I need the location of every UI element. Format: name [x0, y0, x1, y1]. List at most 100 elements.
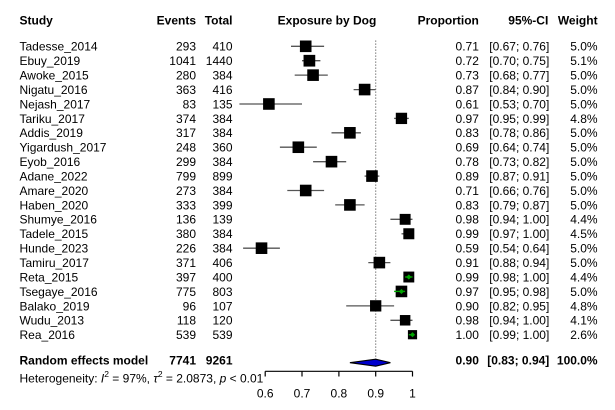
- svg-text:Tsegaye_2016: Tsegaye_2016: [20, 285, 98, 299]
- svg-text:[0.98; 1.00]: [0.98; 1.00]: [489, 270, 549, 284]
- svg-text:5.0%: 5.0%: [570, 97, 598, 111]
- svg-text:Eyob_2016: Eyob_2016: [20, 155, 81, 169]
- svg-text:0.71: 0.71: [456, 40, 480, 54]
- svg-text:0.83: 0.83: [456, 198, 480, 212]
- svg-text:5.0%: 5.0%: [570, 184, 598, 198]
- svg-text:0.97: 0.97: [456, 112, 480, 126]
- svg-text:799: 799: [176, 170, 196, 184]
- svg-text:0.90: 0.90: [456, 354, 480, 368]
- svg-text:416: 416: [212, 83, 232, 97]
- svg-text:0.61: 0.61: [456, 97, 480, 111]
- svg-text:Addis_2019: Addis_2019: [20, 126, 84, 140]
- svg-text:4.5%: 4.5%: [570, 227, 598, 241]
- svg-text:4.8%: 4.8%: [570, 299, 598, 313]
- svg-text:0.99: 0.99: [456, 227, 480, 241]
- svg-text:371: 371: [176, 256, 196, 270]
- svg-text:[0.67; 0.76]: [0.67; 0.76]: [489, 40, 549, 54]
- svg-text:248: 248: [176, 141, 196, 155]
- svg-text:Events: Events: [157, 14, 197, 28]
- svg-text:5.0%: 5.0%: [570, 155, 598, 169]
- svg-text:9261: 9261: [206, 354, 233, 368]
- svg-text:400: 400: [212, 270, 232, 284]
- svg-text:Heterogeneity: I2 = 97%, τ2 =: Heterogeneity: I2 = 97%, τ2 = 2.0873, p …: [20, 369, 264, 386]
- svg-text:[0.78; 0.86]: [0.78; 0.86]: [489, 126, 549, 140]
- svg-text:4.8%: 4.8%: [570, 112, 598, 126]
- svg-text:5.0%: 5.0%: [570, 256, 598, 270]
- svg-text:384: 384: [212, 184, 232, 198]
- svg-text:0.89: 0.89: [456, 170, 480, 184]
- svg-text:0.9: 0.9: [367, 387, 384, 401]
- svg-text:226: 226: [176, 242, 196, 256]
- svg-text:4.1%: 4.1%: [570, 314, 598, 328]
- svg-text:Awoke_2015: Awoke_2015: [20, 69, 89, 83]
- svg-text:[0.84; 0.90]: [0.84; 0.90]: [489, 83, 549, 97]
- svg-text:100.0%: 100.0%: [557, 354, 598, 368]
- svg-text:Balako_2019: Balako_2019: [20, 299, 90, 313]
- svg-text:Shumye_2016: Shumye_2016: [20, 213, 98, 227]
- svg-text:[0.73; 0.82]: [0.73; 0.82]: [489, 155, 549, 169]
- svg-text:95%-CI: 95%-CI: [508, 14, 548, 28]
- svg-text:Tadele_2015: Tadele_2015: [20, 227, 89, 241]
- svg-text:5.0%: 5.0%: [570, 198, 598, 212]
- svg-text:0.91: 0.91: [456, 256, 480, 270]
- svg-text:135: 135: [212, 97, 232, 111]
- svg-text:0.72: 0.72: [456, 54, 480, 68]
- svg-text:1041: 1041: [169, 54, 196, 68]
- svg-text:317: 317: [176, 126, 196, 140]
- svg-text:[0.54; 0.64]: [0.54; 0.64]: [489, 242, 549, 256]
- svg-text:803: 803: [212, 285, 232, 299]
- svg-text:Tariku_2017: Tariku_2017: [20, 112, 86, 126]
- svg-text:293: 293: [176, 40, 196, 54]
- svg-text:0.7: 0.7: [294, 387, 311, 401]
- svg-text:360: 360: [212, 141, 232, 155]
- svg-text:118: 118: [177, 314, 196, 328]
- svg-text:539: 539: [212, 328, 232, 342]
- svg-text:107: 107: [212, 299, 232, 313]
- svg-text:5.0%: 5.0%: [570, 40, 598, 54]
- svg-text:Nigatu_2016: Nigatu_2016: [20, 83, 88, 97]
- svg-text:374: 374: [176, 112, 196, 126]
- svg-text:1: 1: [409, 387, 416, 401]
- svg-text:539: 539: [176, 328, 196, 342]
- svg-text:397: 397: [176, 270, 196, 284]
- svg-text:5.0%: 5.0%: [570, 285, 598, 299]
- svg-text:299: 299: [176, 155, 196, 169]
- svg-text:Hunde_2023: Hunde_2023: [20, 242, 89, 256]
- svg-text:[0.66; 0.76]: [0.66; 0.76]: [489, 184, 549, 198]
- svg-text:Random effects model: Random effects model: [20, 354, 149, 368]
- svg-text:Study: Study: [20, 14, 54, 28]
- svg-text:[0.94; 1.00]: [0.94; 1.00]: [489, 314, 549, 328]
- svg-text:96: 96: [183, 299, 197, 313]
- svg-text:Weight: Weight: [558, 14, 598, 28]
- svg-text:0.69: 0.69: [456, 141, 480, 155]
- svg-text:5.0%: 5.0%: [570, 83, 598, 97]
- svg-text:273: 273: [176, 184, 196, 198]
- svg-text:0.6: 0.6: [257, 387, 274, 401]
- svg-text:399: 399: [212, 198, 232, 212]
- svg-text:120: 120: [212, 314, 232, 328]
- svg-text:384: 384: [212, 126, 232, 140]
- svg-text:4.4%: 4.4%: [570, 270, 598, 284]
- svg-text:[0.70; 0.75]: [0.70; 0.75]: [489, 54, 549, 68]
- svg-text:Nejash_2017: Nejash_2017: [20, 97, 91, 111]
- svg-text:5.0%: 5.0%: [570, 126, 598, 140]
- svg-text:0.98: 0.98: [456, 213, 480, 227]
- svg-text:899: 899: [212, 170, 232, 184]
- svg-text:136: 136: [176, 213, 196, 227]
- svg-text:5.0%: 5.0%: [570, 242, 598, 256]
- svg-text:380: 380: [176, 227, 196, 241]
- svg-text:2.6%: 2.6%: [570, 328, 598, 342]
- svg-text:[0.95; 0.99]: [0.95; 0.99]: [489, 112, 549, 126]
- svg-text:Exposure by Dog: Exposure by Dog: [278, 14, 377, 28]
- svg-text:Yigardush_2017: Yigardush_2017: [20, 141, 107, 155]
- svg-text:384: 384: [212, 69, 232, 83]
- svg-text:406: 406: [212, 256, 232, 270]
- svg-text:[0.68; 0.77]: [0.68; 0.77]: [489, 69, 549, 83]
- svg-text:[0.53; 0.70]: [0.53; 0.70]: [489, 97, 549, 111]
- svg-text:5.0%: 5.0%: [570, 141, 598, 155]
- svg-text:Haben_2020: Haben_2020: [20, 198, 89, 212]
- svg-text:[0.94; 1.00]: [0.94; 1.00]: [489, 213, 549, 227]
- svg-text:7741: 7741: [169, 354, 196, 368]
- svg-text:[0.87; 0.91]: [0.87; 0.91]: [489, 170, 549, 184]
- svg-text:0.78: 0.78: [456, 155, 480, 169]
